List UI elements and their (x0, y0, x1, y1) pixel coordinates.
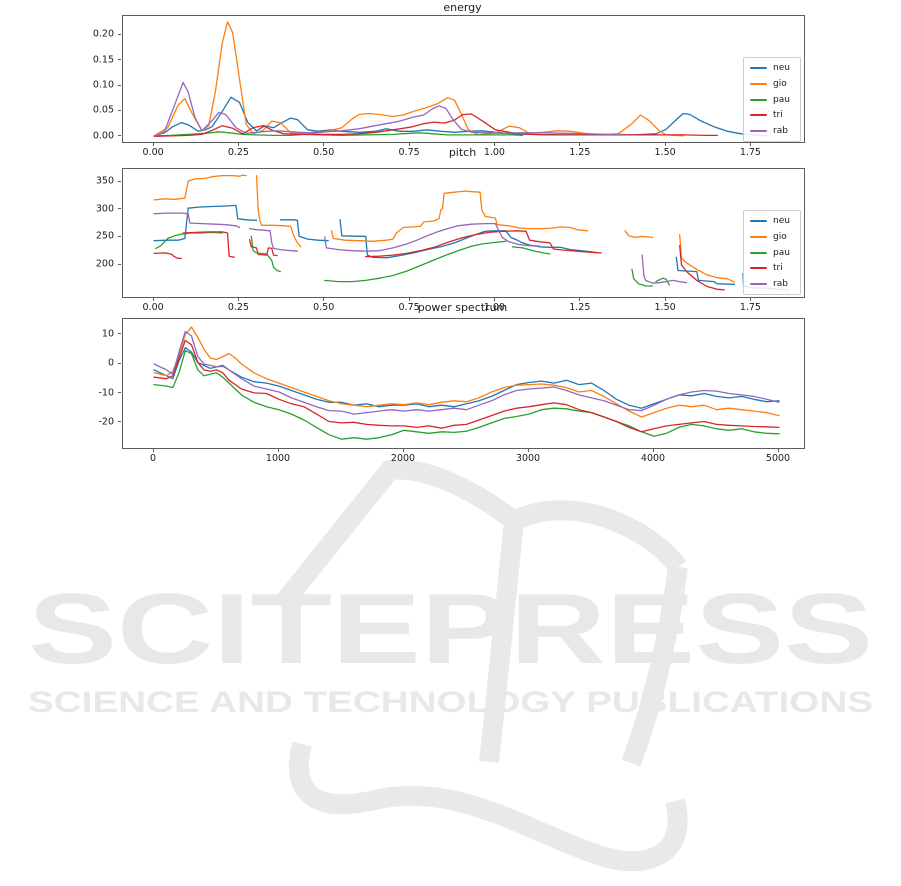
watermark-subtitle-text: SCIENCE AND TECHNOLOGY PUBLICATIONS (28, 686, 873, 719)
open-book-icon (277, 459, 688, 872)
watermark-brand-text: SCITEPRESS (28, 573, 873, 685)
